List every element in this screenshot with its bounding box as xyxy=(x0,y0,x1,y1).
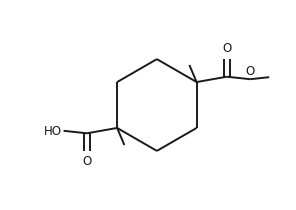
Text: O: O xyxy=(82,155,92,168)
Text: O: O xyxy=(222,42,231,55)
Text: HO: HO xyxy=(44,125,62,138)
Text: O: O xyxy=(246,65,255,78)
